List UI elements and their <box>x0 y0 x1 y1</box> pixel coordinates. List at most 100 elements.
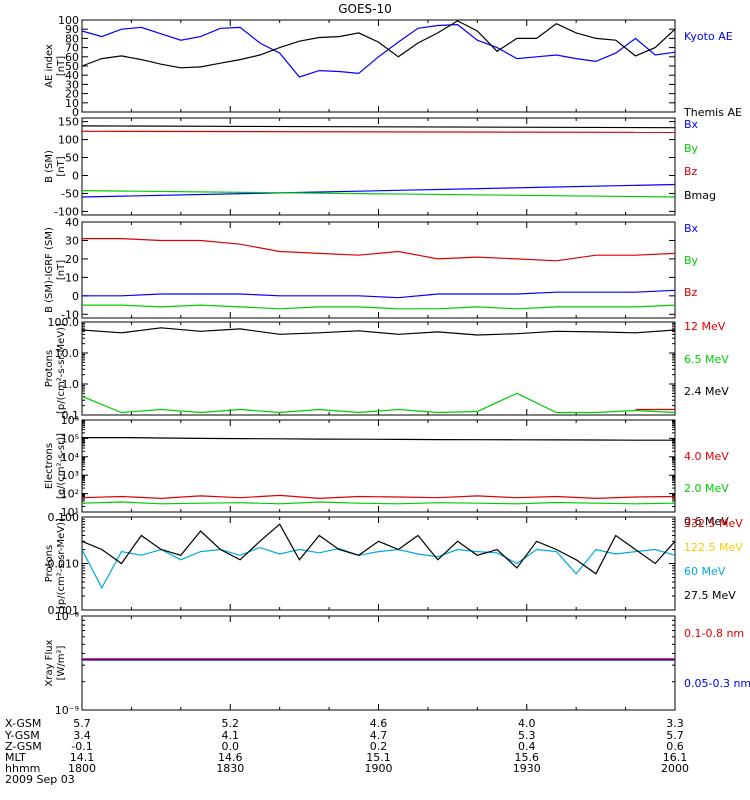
footer-row-label: MLT <box>5 751 26 764</box>
ytick-label-ae: 60 <box>65 51 79 64</box>
series-line-protons2-3 <box>81 523 676 575</box>
ytick-label-ae: 80 <box>65 32 79 45</box>
legend-bdiff-0: Bx <box>684 222 699 235</box>
ytick-label-b: 50 <box>65 152 79 165</box>
ytick-label-protons1: 0.1 <box>62 409 80 422</box>
panel-xray: 10⁻⁹ 10⁻⁸ Xray Flux [W/m²] 0.1-0.8 nm 0.05-0.… <box>44 610 750 717</box>
footer-row-value: 1830 <box>216 762 244 775</box>
ytick-label-bdiff: -10 <box>61 308 79 321</box>
panel-protons2: 0.001 0.010 0.100 Protons [p/(cm²-s-sr-MeV)]… <box>44 511 743 617</box>
ytick-label-protons2: 0.001 <box>48 604 80 617</box>
footer-row-value: 1930 <box>513 762 541 775</box>
ytick-label-b: -50 <box>61 187 79 200</box>
footer-row-value: 3.3 <box>666 717 684 730</box>
series-line-b-3 <box>81 125 676 129</box>
panel-electrons: 10¹ 10² 10³ 10⁴ 10⁵ 10⁶ Electrons [e/(cm²-s-sr)… <box>44 414 729 528</box>
legend-b-2: Bz <box>684 165 698 178</box>
footer-row-value: 4.1 <box>222 729 240 742</box>
footer-row-value: 14.1 <box>70 751 95 764</box>
legend-protons1-1: 6.5 MeV <box>684 353 729 366</box>
ytick-label-protons1: 100.0 <box>48 316 80 329</box>
legend-protons1-0: 12 MeV <box>684 320 726 333</box>
series-line-protons1-1 <box>81 392 676 414</box>
series-line-b-1 <box>81 190 676 198</box>
ytick-label-electrons: 10⁴ <box>61 451 80 464</box>
footer-row-value: 4.6 <box>370 717 388 730</box>
ytick-label-protons1: 1.0 <box>62 378 80 391</box>
panel-b: -100 -50 0 50 100 150 B (SM) [nT] Bx By Bz Bmag <box>44 116 716 219</box>
ylabel-xray: [W/m²] <box>56 645 67 680</box>
ytick-label-b: -100 <box>54 205 79 218</box>
series-line-ae-1 <box>81 20 676 69</box>
legend-electrons-1: 2.0 MeV <box>684 482 729 495</box>
ytick-label-ae: 40 <box>65 69 79 82</box>
legend-electrons-2: 0.6 MeV <box>684 515 729 528</box>
series-line-ae-0 <box>81 23 676 78</box>
legend-xray-1: 0.05-0.3 nm <box>684 677 750 690</box>
ytick-label-electrons: 10⁶ <box>61 414 80 427</box>
footer-row-value: 15.1 <box>366 751 391 764</box>
ylabel-electrons: [e/(cm²-s-sr)] <box>56 433 67 499</box>
ytick-label-ae: 100 <box>58 14 79 27</box>
legend-b-1: By <box>684 142 699 155</box>
ytick-label-xray: 10⁻⁸ <box>55 610 80 623</box>
footer-row-label: Y-GSM <box>4 729 40 742</box>
ylabel-protons1: Protons <box>44 350 55 387</box>
ytick-label-b: 150 <box>58 116 79 129</box>
panel-protons1: 0.1 1.0 10.0 100.0 Protons [p/(cm²-s-sr-MeV)]… <box>44 316 729 422</box>
panel-frame-xray <box>81 615 676 711</box>
footer-row-label: Z-GSM <box>5 740 42 753</box>
footer-row-label: X-GSM <box>5 717 41 730</box>
legend-protons2-0: 332.5 MeV <box>684 517 743 530</box>
ytick-label-electrons: 10² <box>61 488 79 501</box>
series-line-bdiff-0 <box>82 289 676 299</box>
footer-row-value: 1900 <box>365 762 393 775</box>
ytick-label-xray: 10⁻⁹ <box>55 704 79 717</box>
legend-bdiff-1: By <box>684 254 699 267</box>
legend-protons2-2: 60 MeV <box>684 565 726 578</box>
ytick-label-ae: 30 <box>65 78 79 91</box>
panel-frame-protons2 <box>81 516 676 611</box>
ylabel-protons1: [p/(cm²-s-sr-MeV)] <box>56 323 67 414</box>
ytick-label-bdiff: 10 <box>65 271 79 284</box>
ylabel-b: B (SM) <box>44 150 55 183</box>
series-line-bdiff-1 <box>82 304 676 310</box>
ytick-label-bdiff: 40 <box>65 216 79 229</box>
ylabel-ae: [nT] <box>56 56 67 76</box>
panel-frame-protons1 <box>81 321 676 416</box>
legend-xray-0: 0.1-0.8 nm <box>684 627 744 640</box>
ylabel-ae: AE index <box>44 44 55 88</box>
ytick-label-electrons: 10⁵ <box>61 432 79 445</box>
ytick-label-ae: 20 <box>65 88 79 101</box>
legend-ae-0: Kyoto AE <box>684 30 733 43</box>
footer-row-value: 14.6 <box>218 751 243 764</box>
ytick-label-ae: 0 <box>72 106 79 119</box>
ytick-label-bdiff: 0 <box>72 290 79 303</box>
footer-row-value: 0.6 <box>666 740 684 753</box>
chart-title: GOES-10 <box>338 2 392 16</box>
ytick-label-b: 0 <box>72 169 79 182</box>
ytick-label-bdiff: 20 <box>65 253 79 266</box>
legend-b-3: Bmag <box>684 189 716 202</box>
ylabel-b: [nT] <box>56 156 67 176</box>
footer-row-value: 3.4 <box>73 729 91 742</box>
ytick-label-protons2: 0.010 <box>48 558 80 571</box>
footer-row-value: 4.0 <box>518 717 536 730</box>
ytick-label-electrons: 10³ <box>61 469 79 482</box>
ytick-label-ae: 70 <box>65 42 79 55</box>
series-line-electrons-1 <box>81 501 676 505</box>
footer-row-value: 15.6 <box>515 751 540 764</box>
footer-row-value: 2000 <box>661 762 689 775</box>
series-line-protons1-2 <box>81 327 676 336</box>
series-line-bdiff-2 <box>82 238 676 262</box>
ytick-label-protons1: 10.0 <box>55 347 80 360</box>
ytick-label-ae: 90 <box>65 23 79 36</box>
footer-row-value: 5.7 <box>73 717 91 730</box>
series-line-b-2 <box>81 130 676 133</box>
ytick-label-protons2: 0.100 <box>48 511 80 524</box>
legend-b-0: Bx <box>684 118 699 131</box>
footer-row-value: 4.7 <box>370 729 388 742</box>
series-line-electrons-2 <box>82 437 675 441</box>
